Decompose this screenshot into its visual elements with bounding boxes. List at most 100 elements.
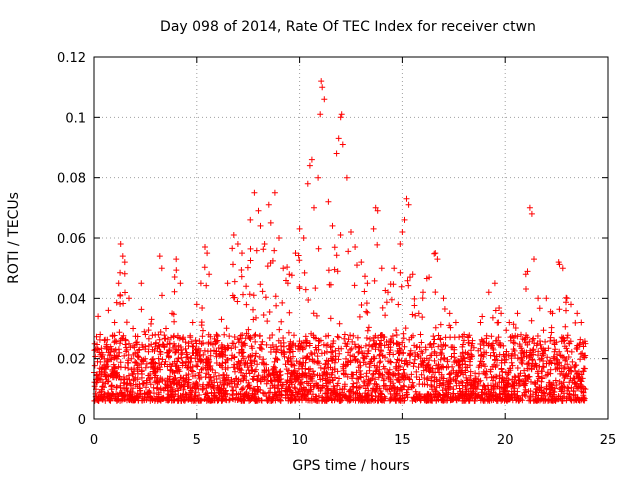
data-point [530, 335, 537, 342]
data-point [487, 352, 494, 359]
data-point [356, 394, 363, 401]
data-point [495, 319, 502, 326]
data-point [433, 362, 440, 369]
data-point [512, 374, 519, 381]
data-point [511, 382, 518, 389]
data-point [466, 391, 473, 398]
data-point [395, 341, 402, 348]
data-point [526, 338, 533, 345]
data-point [516, 377, 523, 384]
data-point [333, 150, 340, 157]
data-point [261, 241, 268, 247]
data-point [412, 349, 418, 356]
data-point [228, 345, 235, 352]
data-point [526, 352, 533, 359]
data-point [138, 356, 145, 363]
data-point [329, 377, 336, 384]
data-point [375, 334, 382, 341]
data-point [189, 343, 196, 350]
data-point [452, 319, 459, 326]
data-point [147, 374, 153, 381]
data-point [514, 333, 521, 340]
data-point [266, 309, 273, 315]
y-tick-label: 0.1 [65, 111, 86, 126]
data-point [463, 388, 470, 395]
data-point [254, 377, 261, 384]
data-point [148, 320, 154, 327]
data-point [507, 365, 514, 372]
data-point [122, 396, 129, 402]
x-tick-label: 25 [600, 433, 617, 448]
data-point [363, 353, 370, 360]
data-point [188, 355, 195, 362]
data-point [355, 376, 362, 382]
data-point [182, 345, 189, 352]
data-point [333, 391, 340, 398]
data-point [101, 337, 108, 344]
data-point [130, 342, 136, 349]
data-point [170, 388, 177, 395]
data-point [316, 338, 323, 344]
data-point [136, 346, 143, 353]
data-point [427, 352, 434, 359]
data-point [292, 396, 299, 403]
data-point [180, 334, 187, 341]
data-point [358, 259, 365, 266]
data-point [568, 301, 574, 308]
data-point [542, 396, 549, 403]
data-point [356, 313, 363, 320]
data-point [329, 348, 336, 355]
data-point [172, 349, 178, 356]
data-point [296, 285, 303, 292]
data-point [247, 336, 254, 343]
data-point [552, 360, 558, 367]
data-point [185, 376, 192, 383]
data-point [458, 392, 465, 399]
data-point [554, 364, 561, 371]
data-point [291, 362, 298, 369]
data-point [300, 235, 307, 241]
data-point [438, 351, 445, 358]
data-point [228, 355, 235, 362]
data-point [324, 348, 330, 355]
data-point [258, 346, 265, 353]
data-point [213, 348, 220, 355]
data-point [444, 358, 451, 365]
data-point [575, 375, 582, 381]
data-point [548, 385, 555, 392]
data-point [518, 356, 525, 363]
data-point [564, 384, 571, 391]
data-point [362, 273, 368, 280]
data-point [433, 394, 440, 401]
data-point [409, 271, 416, 278]
data-point [381, 376, 387, 382]
data-point [498, 379, 505, 386]
data-point [149, 364, 156, 371]
data-point [284, 385, 291, 392]
data-point [291, 368, 298, 375]
data-point [196, 338, 203, 345]
data-point [462, 361, 469, 368]
data-point [122, 364, 129, 371]
data-point [193, 301, 200, 308]
data-point [292, 250, 299, 257]
data-point [407, 274, 413, 281]
data-point [413, 374, 420, 380]
data-point [411, 342, 418, 349]
data-point [362, 361, 369, 368]
data-point [332, 356, 339, 363]
data-point [261, 374, 268, 381]
data-point [433, 378, 440, 385]
data-point [213, 360, 220, 366]
data-point [247, 245, 254, 252]
data-point [151, 348, 158, 354]
data-point [498, 365, 505, 372]
data-point [288, 272, 295, 279]
data-point [259, 288, 266, 295]
data-point [117, 384, 124, 391]
data-point [556, 306, 563, 313]
data-point [254, 383, 261, 390]
data-point [568, 348, 575, 355]
data-point [98, 345, 105, 352]
data-point [510, 321, 517, 328]
